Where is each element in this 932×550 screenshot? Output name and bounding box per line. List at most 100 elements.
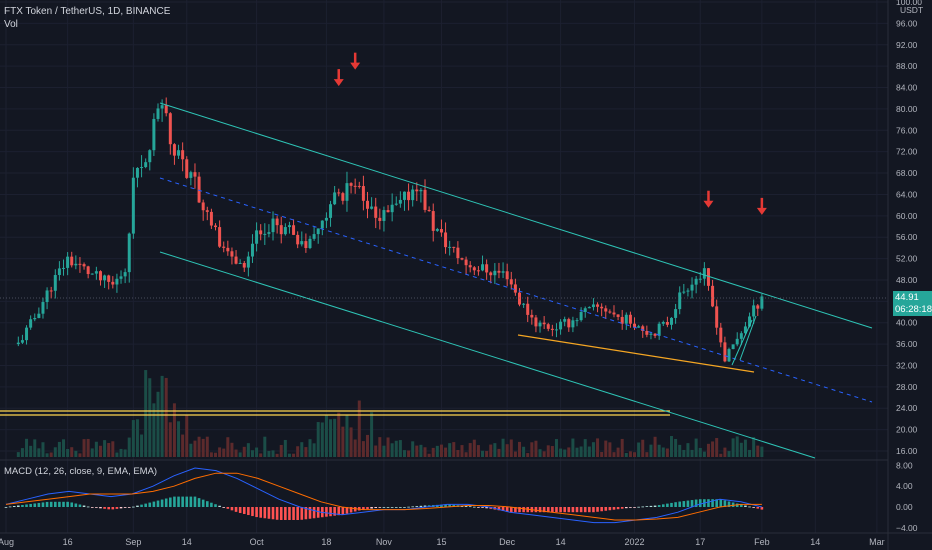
macd-histogram-bar xyxy=(300,507,304,520)
time-tick-label: Aug xyxy=(0,537,14,547)
volume-bar xyxy=(308,439,312,457)
macd-histogram-bar xyxy=(234,507,238,512)
macd-histogram-bar xyxy=(756,507,760,509)
volume-bar xyxy=(702,451,706,457)
candle-body xyxy=(349,183,353,186)
macd-histogram-bar xyxy=(193,496,197,507)
candle-body xyxy=(242,262,246,268)
candle-body xyxy=(172,144,176,156)
macd-histogram-bar xyxy=(514,507,517,513)
macd-histogram-bar xyxy=(403,507,406,508)
macd-histogram-bar xyxy=(748,506,751,508)
candle-body xyxy=(620,316,624,324)
candle-body xyxy=(324,217,328,221)
macd-histogram-bar xyxy=(386,507,390,508)
volume-bar xyxy=(66,448,70,457)
time-tick-label: Oct xyxy=(250,537,265,547)
volume-bar xyxy=(468,443,472,457)
candle-body xyxy=(189,172,193,178)
candle-body xyxy=(419,189,423,192)
volume-bar xyxy=(37,448,41,457)
macd-histogram-bar xyxy=(440,504,443,507)
time-tick-label: 14 xyxy=(810,537,820,547)
macd-histogram-bar xyxy=(242,507,246,515)
candle-body xyxy=(694,278,698,285)
volume-bar xyxy=(522,446,526,457)
volume-bar xyxy=(464,452,468,457)
macd-histogram-bar xyxy=(464,505,468,507)
candle-body xyxy=(505,271,509,280)
candle-body xyxy=(669,317,673,325)
macd-histogram-bar xyxy=(719,499,723,507)
candle-body xyxy=(468,265,472,268)
volume-bar xyxy=(123,449,127,457)
macd-histogram-bar xyxy=(255,507,258,518)
price-tick-label: 76.00 xyxy=(896,125,918,135)
macd-histogram-bar xyxy=(625,507,628,509)
macd-histogram-bar xyxy=(477,507,480,508)
macd-histogram-bar xyxy=(140,504,143,507)
volume-bar xyxy=(509,439,513,457)
candle-body xyxy=(185,159,189,178)
volume-bar xyxy=(41,442,45,457)
volume-bar xyxy=(98,445,102,457)
macd-histogram-bar xyxy=(752,507,755,508)
volume-bar xyxy=(267,450,271,457)
annotation-arrows xyxy=(333,52,767,215)
candle-body xyxy=(275,218,279,226)
macd-histogram-bar xyxy=(542,507,546,513)
time-tick-label: Feb xyxy=(754,537,770,547)
macd-histogram-bar xyxy=(473,506,476,508)
candle-body xyxy=(41,302,45,314)
macd-histogram-bar xyxy=(148,502,152,507)
volume-bar xyxy=(567,447,571,457)
macd-histogram-bar xyxy=(214,504,217,507)
candle-body xyxy=(600,306,604,309)
candle-body xyxy=(320,220,324,229)
time-tick-label: Nov xyxy=(376,537,393,547)
time-axis[interactable]: Aug 16 Sep 14 Oct 18 Nov 15 Dec 14 2022 17 Feb 14 Mar xyxy=(0,532,932,547)
volume-bar xyxy=(460,445,464,457)
candle-body xyxy=(706,268,710,286)
macd-histogram-bar xyxy=(197,498,201,507)
volume-bar xyxy=(329,419,333,457)
macd-histogram-bar xyxy=(284,507,287,520)
volume-bar xyxy=(304,447,308,457)
time-tick-label: Sep xyxy=(125,537,141,547)
candle-body xyxy=(160,105,164,109)
macd-histogram-bar xyxy=(600,507,603,512)
candle-body xyxy=(259,230,263,235)
price-tick-label: 64.00 xyxy=(896,189,918,199)
candle-body xyxy=(366,200,370,209)
candle-body xyxy=(481,264,485,271)
candle-body xyxy=(234,256,238,264)
volume-bar xyxy=(727,451,731,457)
macd-histogram-bar xyxy=(4,507,8,508)
volume-bar xyxy=(518,441,521,457)
candle-body xyxy=(509,279,513,285)
price-tick-label: 52.00 xyxy=(896,254,918,264)
volume-bar xyxy=(579,446,583,457)
price-axis[interactable]: 16.0020.0024.0028.0032.0036.0040.0044.00… xyxy=(887,0,932,550)
time-tick-label: 2022 xyxy=(625,537,645,547)
chart-legend: FTX Token / TetherUS, 1D, BINANCE Vol xyxy=(4,5,170,31)
volume-bar xyxy=(45,453,49,457)
macd-histogram-bar xyxy=(353,507,357,512)
price-tick-label: 20.00 xyxy=(896,425,918,435)
macd-histogram-bar xyxy=(694,499,698,507)
volume-bar xyxy=(706,443,710,457)
volume-bar xyxy=(415,445,419,457)
volume-bar xyxy=(620,438,624,457)
candle-body xyxy=(107,275,111,282)
volume-bar xyxy=(419,444,423,457)
macd-histogram-bar xyxy=(481,507,484,508)
macd-histogram-bar xyxy=(620,507,624,509)
macd-histogram-bar xyxy=(288,507,291,520)
price-tick-label: 100.00 xyxy=(896,0,922,7)
candle-body xyxy=(715,306,719,328)
macd-histogram-bar xyxy=(345,507,349,514)
macd-histogram-bar xyxy=(583,507,587,513)
candle-body xyxy=(460,258,464,260)
candle-body xyxy=(33,317,37,320)
